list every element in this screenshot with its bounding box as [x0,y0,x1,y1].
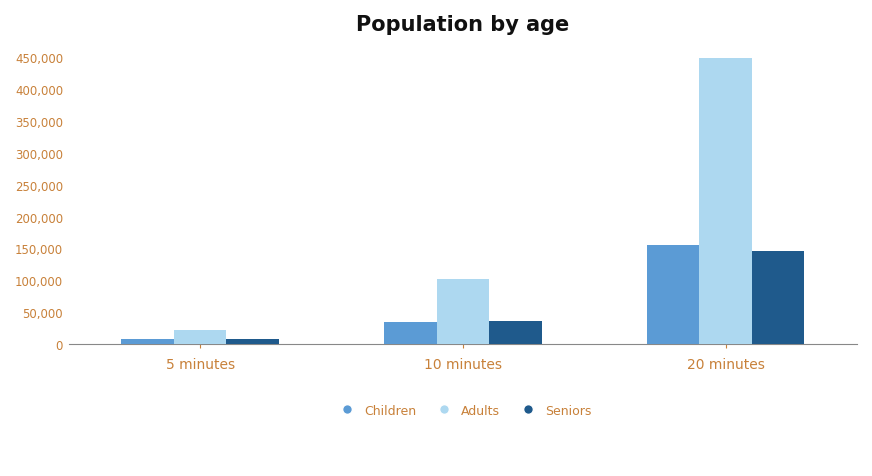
Bar [174,331,227,345]
Bar [384,322,437,345]
Bar [699,59,752,345]
Bar [489,321,542,345]
Bar [121,339,174,345]
Title: Population by age: Population by age [357,15,569,35]
Bar [752,251,805,345]
Bar [647,246,699,345]
Bar [227,339,279,345]
Legend: Children, Adults, Seniors: Children, Adults, Seniors [329,399,596,422]
Bar [437,279,489,345]
